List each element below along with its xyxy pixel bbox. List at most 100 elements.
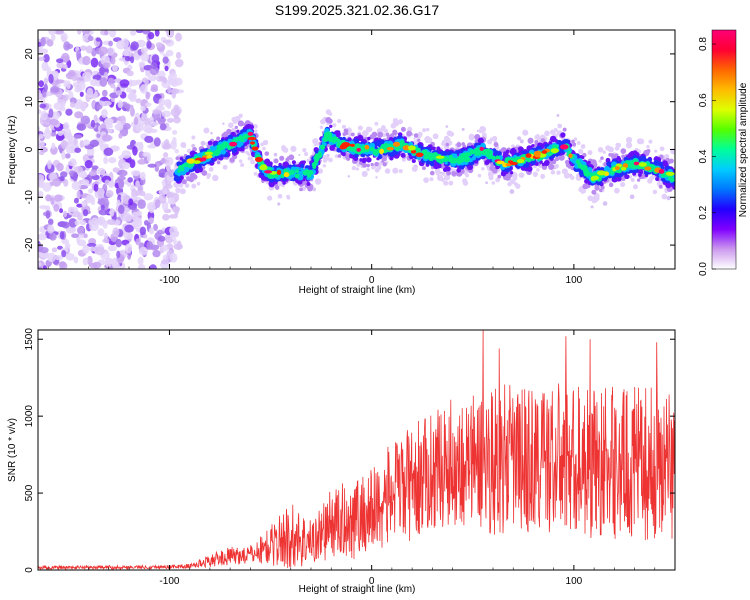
noise-dot xyxy=(347,175,351,178)
noise-blob xyxy=(62,210,68,218)
noise-blob xyxy=(112,227,120,238)
spectrogram-xlabel: Height of straight line (km) xyxy=(299,285,416,296)
noise-blob xyxy=(61,238,69,245)
noise-blob xyxy=(39,205,48,210)
ridge-cell xyxy=(442,167,448,172)
ridge-cell xyxy=(459,158,464,163)
ridge-cell xyxy=(299,163,305,169)
ridge-cell xyxy=(503,151,507,156)
noise-blob xyxy=(46,39,54,47)
ridge-cell xyxy=(602,150,606,154)
ridge-cell xyxy=(544,130,550,137)
ridge-cell xyxy=(526,165,533,172)
noise-blob xyxy=(169,253,178,263)
ridge-hotspot xyxy=(200,157,207,162)
noise-blob xyxy=(97,167,106,176)
snr-xtick-label: 100 xyxy=(566,576,583,587)
ridge-cell xyxy=(479,126,487,133)
ridge-cell xyxy=(362,129,369,137)
noise-blob xyxy=(153,137,161,147)
ridge-cell xyxy=(570,166,575,171)
noise-blob xyxy=(88,246,96,252)
ridge-cell xyxy=(222,141,228,147)
ridge-cell xyxy=(207,140,213,146)
ridge-cell xyxy=(398,169,403,174)
ridge-cell xyxy=(423,154,429,160)
spectrogram-ytick-label: 20 xyxy=(24,48,35,60)
ridge-cell xyxy=(280,173,285,179)
ridge-cell xyxy=(355,167,360,171)
ridge-hotspot xyxy=(283,172,290,178)
noise-dot xyxy=(445,125,449,128)
ridge-cell xyxy=(370,162,374,167)
ridge-cell xyxy=(250,159,255,165)
ridge-cell xyxy=(212,174,219,182)
noise-blob xyxy=(95,246,105,256)
ridge-cell xyxy=(413,133,419,138)
noise-blob xyxy=(149,264,157,269)
ridge-cell xyxy=(216,147,222,153)
spectrogram-ytick-label: -10 xyxy=(24,190,35,205)
ridge-hotspot xyxy=(517,158,525,164)
ridge-cell xyxy=(279,155,285,161)
ridge-cell xyxy=(273,158,279,164)
noise-blob xyxy=(88,170,98,177)
noise-blob xyxy=(129,90,134,99)
noise-blob xyxy=(87,188,94,194)
ridge-cell xyxy=(372,149,379,156)
noise-blob xyxy=(118,133,123,139)
ridge-cell xyxy=(454,150,459,155)
ridge-cell xyxy=(366,167,370,172)
ridge-hotspot xyxy=(620,166,627,171)
noise-blob xyxy=(85,194,94,204)
ridge-cell xyxy=(434,168,441,174)
ridge-cell xyxy=(448,180,454,186)
noise-blob xyxy=(76,123,87,131)
noise-blob xyxy=(145,70,151,78)
noise-blob xyxy=(146,40,152,49)
ridge-cell xyxy=(620,148,627,154)
noise-blob xyxy=(76,239,87,247)
noise-blob xyxy=(49,131,57,137)
ridge-hotspot xyxy=(568,153,573,158)
ridge-cell xyxy=(658,184,663,189)
ridge-cell xyxy=(488,175,494,181)
noise-blob xyxy=(130,170,141,176)
noise-blob xyxy=(162,53,170,58)
ridge-cell xyxy=(392,167,399,174)
ridge-cell xyxy=(231,116,237,123)
ridge-cell xyxy=(491,155,496,160)
ridge-cell xyxy=(536,136,541,141)
ridge-cell xyxy=(665,182,672,189)
ridge-hotspot xyxy=(379,148,384,154)
noise-blob xyxy=(144,135,154,143)
ridge-cell xyxy=(437,164,442,169)
spectrogram-xtick-label: 100 xyxy=(566,275,583,286)
noise-blob xyxy=(170,196,176,206)
figure-title: S199.2025.321.02.36.G17 xyxy=(275,2,439,18)
ridge-cell xyxy=(315,141,320,146)
noise-blob xyxy=(162,39,172,44)
ridge-cell xyxy=(328,133,332,137)
noise-blob xyxy=(50,85,60,93)
ridge-cell xyxy=(244,124,251,130)
noise-blob xyxy=(72,172,78,182)
noise-blob xyxy=(171,130,178,135)
ridge-cell xyxy=(192,147,197,152)
ridge-cell xyxy=(254,129,258,133)
noise-blob xyxy=(137,256,144,265)
ridge-cell xyxy=(648,139,653,144)
noise-blob xyxy=(119,79,130,87)
noise-blob xyxy=(100,143,109,148)
ridge-cell xyxy=(380,125,386,131)
ridge-cell xyxy=(201,170,208,176)
ridge-cell xyxy=(253,172,257,176)
noise-blob xyxy=(138,246,148,256)
ridge-cell xyxy=(382,162,387,167)
ridge-cell xyxy=(249,156,254,160)
noise-blob xyxy=(124,224,134,233)
ridge-cell xyxy=(445,142,450,147)
snr-xlabel: Height of straight line (km) xyxy=(299,584,416,595)
noise-blob xyxy=(116,40,126,50)
ridge-cell xyxy=(384,168,391,174)
